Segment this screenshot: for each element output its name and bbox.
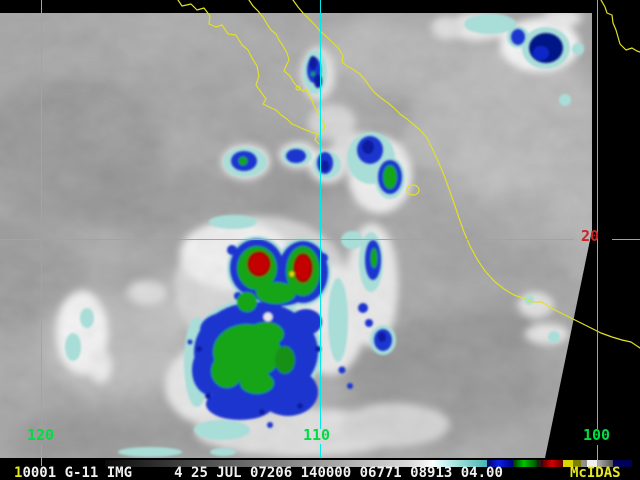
colorbar-segment-divider-dark [537, 460, 541, 467]
colorbar-segment-ir-gray-wedge [105, 460, 435, 467]
baja-east-coast [248, 0, 326, 145]
gridline-lon-100 [597, 0, 598, 429]
enhancement-colorbar [105, 460, 640, 467]
enhanced-storm-cores [187, 29, 563, 428]
image-info-text: 0001 G-11 IMG 4 25 JUL 07206 140000 0677… [22, 465, 503, 480]
gridline-lon-120 [41, 0, 42, 429]
status-bar: 10001 G-11 IMG 4 25 JUL 07206 140000 067… [0, 458, 640, 480]
colorbar-segment-blue [487, 460, 513, 467]
gridline-lon-100 [597, 445, 598, 467]
colorbar-segment-gray-fade [597, 460, 613, 467]
gridline-lat-20 [612, 239, 640, 240]
colorbar-segment-olive [573, 460, 581, 467]
frame-number: 1 [14, 465, 23, 480]
cloud-field [0, 13, 592, 458]
gridline-lat-20 [0, 239, 574, 240]
coast-fragment-northeast [600, 0, 640, 53]
gridline-lon-120 [41, 444, 42, 466]
longitude-label-100: 100 [583, 426, 611, 444]
mexico-mainland-coast [292, 0, 640, 349]
colorbar-segment-white [587, 460, 597, 467]
latitude-label-20: 20 [581, 227, 600, 245]
longitude-label-120: 120 [27, 426, 55, 444]
longitude-label-110: 110 [303, 426, 331, 444]
status-text: 10001 G-11 IMG 4 25 JUL 07206 140000 067… [14, 466, 503, 480]
colorbar-segment-green [513, 460, 537, 467]
island-outline [295, 85, 301, 91]
colorbar-segment-yellow [563, 460, 573, 467]
island-outline [406, 184, 420, 196]
mcidas-brand-label: McIDAS [570, 465, 621, 480]
baja-west-coast [177, 0, 319, 135]
colorbar-segment-navy [613, 460, 632, 467]
gridline-lon-110 [320, 0, 321, 429]
gridline-lon-110 [320, 444, 321, 458]
colorbar-segment-cyan-wedge [435, 460, 487, 467]
coastline-overlay [177, 0, 640, 349]
colorbar-segment-black [632, 460, 640, 467]
colorbar-segment-gray [581, 460, 587, 467]
colorbar-segment-red [541, 460, 563, 467]
